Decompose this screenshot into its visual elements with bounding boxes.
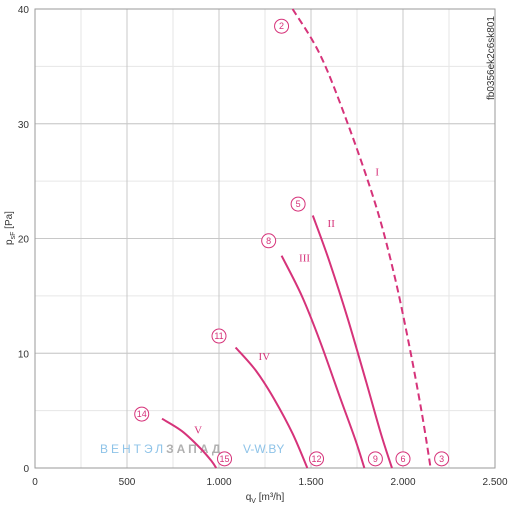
watermark-brand: ВЕНТЭЛЗАПАД [100, 442, 223, 456]
series-label-3: III [299, 252, 310, 264]
y-tick-label: 40 [18, 5, 30, 16]
marker-5: 5 [290, 196, 306, 212]
marker-6: 6 [395, 451, 411, 467]
watermark-brand-part1: ВЕНТЭЛ [100, 442, 166, 456]
x-tick-label: 1.000 [206, 477, 231, 488]
series-line-3 [280, 255, 366, 469]
marker-circle [290, 196, 306, 212]
marker-15: 15 [217, 451, 233, 467]
x-tick-label: 0 [32, 477, 38, 488]
x-axis-title-unit: [m³/h] [256, 492, 285, 503]
marker-circle [261, 233, 277, 249]
marker-circle [274, 18, 290, 34]
marker-label: 3 [439, 454, 444, 464]
series-label-1: I [375, 166, 379, 178]
marker-circle [217, 451, 233, 467]
marker-circle [367, 451, 383, 467]
series-line-2 [311, 215, 393, 469]
x-tick-label: 1.500 [298, 477, 323, 488]
marker-3: 3 [434, 451, 450, 467]
marker-label: 12 [312, 454, 322, 464]
marker-label: 2 [279, 21, 284, 31]
y-axis-title-main: p [4, 239, 15, 245]
y-axis-title: psF [Pa] [4, 211, 17, 245]
marker-11: 11 [211, 328, 227, 344]
series-line-4 [234, 346, 309, 469]
marker-2: 2 [274, 18, 290, 34]
marker-14: 14 [134, 406, 150, 422]
marker-label: 9 [373, 454, 378, 464]
marker-circle [211, 328, 227, 344]
x-tick-label: 2.500 [482, 477, 507, 488]
series-line-1 [291, 8, 432, 469]
y-tick-label: 30 [18, 120, 30, 131]
watermark-site: V-W.BY [243, 442, 284, 456]
y-tick-label: 20 [18, 235, 30, 246]
marker-9: 9 [367, 451, 383, 467]
x-axis-title: qV [m³/h] [246, 492, 285, 505]
series-label-4: IV [259, 351, 271, 363]
watermark-brand-part2: ЗАПАД [166, 442, 223, 456]
marker-label: 14 [137, 409, 147, 419]
marker-12: 12 [309, 451, 325, 467]
x-axis-title-main: q [246, 492, 252, 503]
series-label-2: II [328, 218, 336, 230]
watermark: ВЕНТЭЛЗАПАД V-W.BY [100, 442, 284, 456]
y-axis-title-sub: sF [10, 232, 17, 240]
marker-label: 8 [266, 236, 271, 246]
marker-layer: 2 5 8 11 14 15 12 9 6 3 [134, 18, 450, 467]
x-tick-label: 2.000 [390, 477, 415, 488]
y-axis-title-unit: [Pa] [4, 211, 15, 232]
marker-label: 6 [400, 454, 405, 464]
y-tick-label: 10 [18, 349, 30, 360]
marker-8: 8 [261, 233, 277, 249]
marker-label: 15 [220, 454, 230, 464]
series-label-5: V [194, 425, 202, 437]
marker-circle [309, 451, 325, 467]
x-axis-ticks: 0 500 1.000 1.500 2.000 2.500 [32, 477, 508, 488]
plot-frame [34, 8, 496, 469]
series-line-5 [161, 417, 218, 469]
marker-label: 11 [214, 331, 223, 341]
marker-circle [395, 451, 411, 467]
marker-label: 5 [296, 199, 301, 209]
marker-circle [134, 406, 150, 422]
marker-circle [434, 451, 450, 467]
figure-code-label: fb0356ek2c6sk801 [486, 16, 497, 100]
x-tick-label: 500 [119, 477, 136, 488]
y-axis-ticks: 0 10 20 30 40 [18, 5, 30, 475]
y-tick-label: 0 [23, 464, 29, 475]
x-axis-title-sub: V [251, 498, 256, 505]
